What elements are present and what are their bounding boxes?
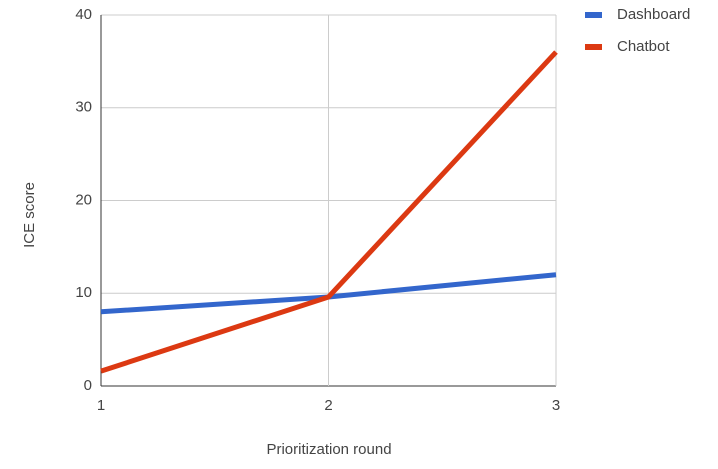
y-tick-label: 20 [75,191,92,208]
y-tick-label: 0 [84,377,92,394]
legend-label: Dashboard [617,6,690,23]
y-tick-label: 10 [75,284,92,301]
series-line [100,50,558,374]
y-axis-label: ICE score [21,182,38,248]
x-axis-label: Prioritization round [266,441,391,458]
x-tick-label: 3 [552,397,560,414]
x-tick-label: 2 [324,397,332,414]
legend-label: Chatbot [617,38,670,55]
y-tick-label: 40 [75,6,92,23]
legend-swatch [585,12,602,18]
x-tick-label: 1 [97,397,105,414]
y-tick-label: 30 [75,99,92,116]
legend-swatch [585,44,602,50]
